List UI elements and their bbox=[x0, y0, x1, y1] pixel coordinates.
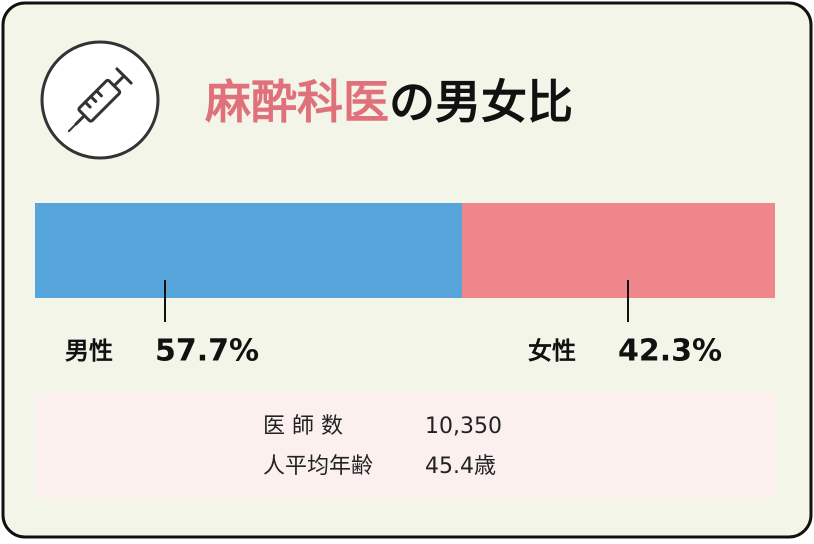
syringe-icon bbox=[40, 40, 160, 160]
stat-label: 医 師 数 bbox=[263, 414, 343, 439]
value-label: 42.3% bbox=[618, 334, 722, 369]
value-label: 57.7% bbox=[155, 334, 259, 369]
stat-label: 人平均年齢 bbox=[263, 454, 373, 479]
legend-label: 男性 bbox=[65, 337, 113, 365]
title-highlight: 麻酔科医 bbox=[205, 75, 389, 129]
title-rest: の男女比 bbox=[389, 75, 573, 129]
legend-label: 女性 bbox=[528, 337, 576, 365]
stats-box bbox=[35, 393, 775, 498]
bar-segment bbox=[35, 203, 462, 298]
stat-value: 45.4歳 bbox=[425, 454, 496, 479]
bar-segment bbox=[461, 203, 775, 298]
stat-value: 10,350 bbox=[425, 414, 502, 439]
title: 麻酔科医の男女比 bbox=[205, 75, 573, 129]
